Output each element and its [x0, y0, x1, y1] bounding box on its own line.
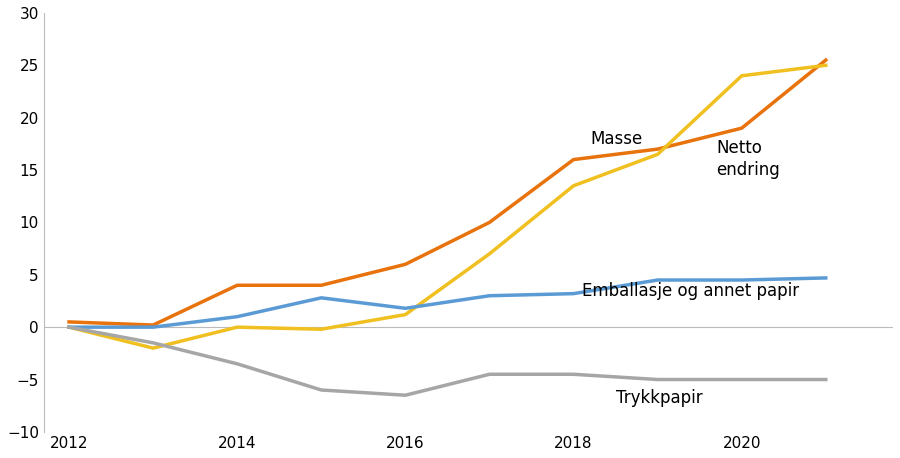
Text: Netto
endring: Netto endring [716, 139, 780, 179]
Text: Emballasje og annet papir: Emballasje og annet papir [582, 282, 799, 300]
Text: Masse: Masse [590, 130, 643, 148]
Text: Trykkpapir: Trykkpapir [616, 388, 702, 407]
